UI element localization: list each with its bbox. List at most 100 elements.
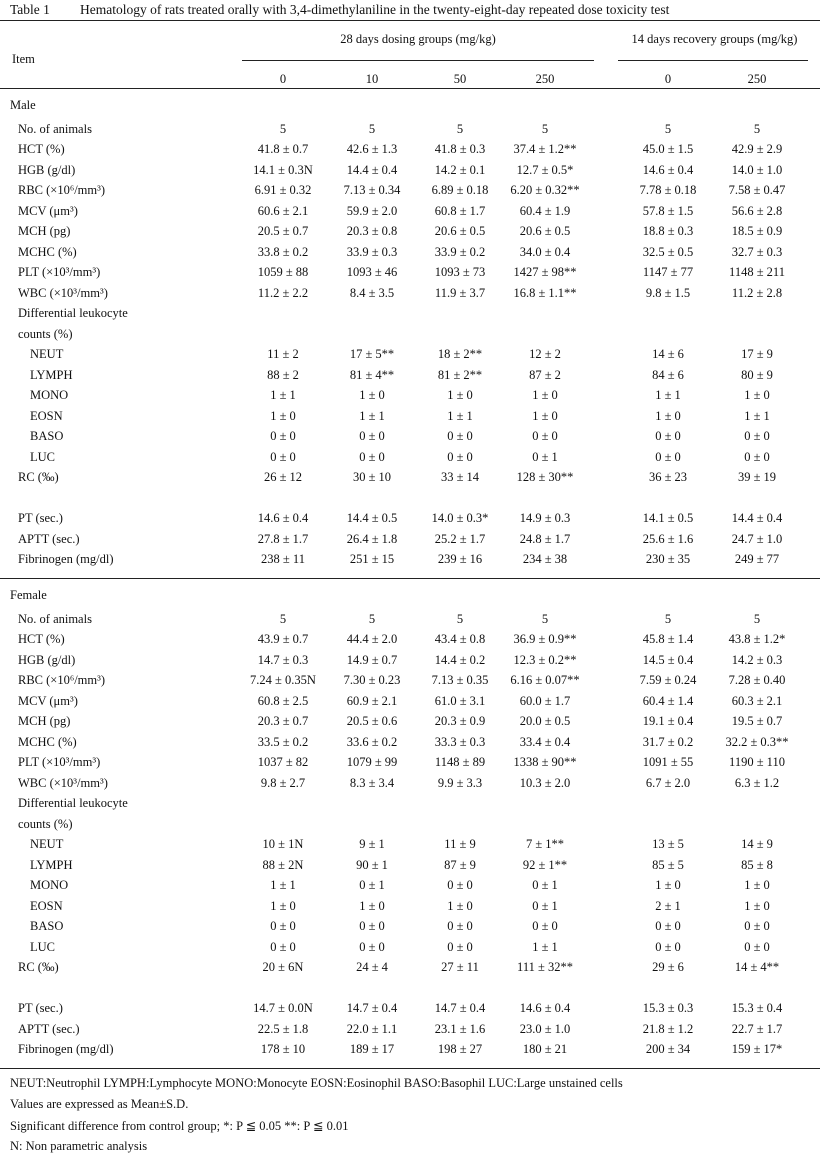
- row-label: NEUT: [30, 837, 64, 851]
- table-cell: 0 ± 0: [532, 919, 558, 933]
- footnote-nonparametric: N: Non parametric analysis: [10, 1139, 148, 1153]
- table-row: MCV (μm³) 60.8 ± 2.5 60.9 ± 2.1 61.0 ± 3.1 6…: [0, 691, 820, 711]
- table-row: No. of animals 5 5 5 5 5 5: [0, 609, 820, 629]
- table-cell: 59.9 ± 2.0: [346, 203, 398, 218]
- table-cell: 44.4 ± 2.0: [346, 632, 398, 646]
- table-cell: 11 ± 2: [267, 347, 299, 361]
- table-cell: 0 ± 1: [532, 449, 558, 464]
- table-cell: 249 ± 77: [734, 552, 780, 566]
- row-label: RC (‰): [18, 470, 59, 484]
- table-cell: 1093 ± 73: [434, 265, 486, 279]
- table-row: MCHC (%) 33.8 ± 0.2 33.9 ± 0.3 33.9 ± 0.2 34…: [0, 242, 820, 262]
- recovery-group-rule: [618, 60, 808, 61]
- table-cell: 31.7 ± 0.2: [642, 734, 694, 749]
- table-cell: 15.3 ± 0.4: [731, 1001, 783, 1015]
- table-cell: 230 ± 35: [645, 552, 691, 566]
- table-cell: 20.3 ± 0.9: [434, 714, 486, 728]
- table-cell: 20.3 ± 0.7: [257, 714, 309, 728]
- table-cell: 85 ± 5: [652, 857, 684, 872]
- table-row: counts (%): [0, 814, 820, 834]
- table-cell: 61.0 ± 3.1: [434, 693, 486, 708]
- table-cell: 189 ± 17: [349, 1042, 395, 1056]
- table-cell: 14.2 ± 0.1: [434, 162, 486, 177]
- table-bottom-rule: [0, 1068, 820, 1069]
- table-cell: 1 ± 0: [744, 388, 770, 402]
- table-cell: 60.0 ± 1.7: [519, 693, 571, 708]
- table-cell: 33.9 ± 0.2: [434, 244, 486, 259]
- table-cell: 12.7 ± 0.5*: [516, 162, 574, 177]
- table-number: Table 1: [10, 2, 50, 17]
- table-cell: 20.3 ± 0.8: [346, 224, 398, 238]
- table-cell: 1 ± 0: [744, 898, 770, 913]
- table-cell: 45.8 ± 1.4: [642, 632, 694, 646]
- row-label: MCHC (%): [18, 734, 77, 749]
- table-cell: 0 ± 0: [744, 919, 770, 933]
- table-cell: 14 ± 6: [652, 347, 684, 361]
- table-row: PT (sec.) 14.6 ± 0.4 14.4 ± 0.5 14.0 ± 0.3*…: [0, 508, 820, 528]
- row-label: MCV (μm³): [18, 693, 78, 708]
- table-row: RBC (×10⁶/mm³) 6.91 ± 0.32 7.13 ± 0.34 6.89…: [0, 180, 820, 200]
- table-cell: 22.7 ± 1.7: [731, 1021, 783, 1036]
- table-cell: 39 ± 19: [737, 470, 777, 484]
- table-cell: 33.3 ± 0.3: [434, 734, 486, 749]
- row-label: WBC (×10³/mm³): [18, 285, 108, 300]
- table-cell: 45.0 ± 1.5: [642, 142, 694, 156]
- table-cell: 14.6 ± 0.4: [519, 1001, 571, 1015]
- top-rule: [0, 20, 820, 21]
- table-cell: 1338 ± 90**: [513, 755, 577, 769]
- table-cell: 34.0 ± 0.4: [519, 244, 571, 259]
- table-cell: 14.7 ± 0.3: [257, 652, 309, 667]
- table-cell: 56.6 ± 2.8: [731, 203, 783, 218]
- table-cell: 36.9 ± 0.9**: [513, 632, 577, 646]
- table-cell: 90 ± 1: [356, 857, 388, 872]
- row-label: HGB (g/dl): [18, 162, 76, 177]
- table-cell: 20.6 ± 0.5: [434, 224, 486, 238]
- row-label: HCT (%): [18, 632, 65, 646]
- item-header: Item: [12, 52, 35, 66]
- table-cell: 15.3 ± 0.3: [642, 1001, 694, 1015]
- table-row: Fibrinogen (mg/dl) 238 ± 11 251 ± 15 239 ± …: [0, 549, 820, 569]
- table-cell: 5: [456, 611, 464, 626]
- table-cell: 14.1 ± 0.5: [642, 511, 694, 525]
- row-label: HGB (g/dl): [18, 652, 76, 667]
- table-cell: 5: [541, 611, 549, 626]
- table-cell: 41.8 ± 0.7: [257, 142, 309, 156]
- table-row: NEUT 11 ± 2 17 ± 5** 18 ± 2** 12 ± 2 14 ± 6 17…: [0, 344, 820, 364]
- row-label: MCH (pg): [18, 224, 71, 238]
- table-cell: 18 ± 2**: [437, 347, 483, 361]
- table-cell: 0 ± 0: [447, 878, 473, 892]
- table-title: Hematology of rats treated orally with 3…: [80, 2, 670, 17]
- table-cell: 251 ± 15: [349, 552, 395, 566]
- table-cell: 11.2 ± 2.8: [731, 285, 783, 300]
- table-cell: 1091 ± 55: [642, 755, 694, 769]
- table-cell: 24.7 ± 1.0: [731, 531, 783, 546]
- table-cell: 1 ± 0: [655, 878, 681, 892]
- table-row: MCV (μm³) 60.6 ± 2.1 59.9 ± 2.0 60.8 ± 1.7 6…: [0, 201, 820, 221]
- footnote-values: Values are expressed as Mean±S.D.: [10, 1097, 189, 1111]
- table-row: Fibrinogen (mg/dl) 178 ± 10 189 ± 17 198 ± …: [0, 1039, 820, 1059]
- table-cell: 33.5 ± 0.2: [257, 734, 309, 749]
- table-row: RC (‰) 20 ± 6N 24 ± 4 27 ± 11 111 ± 32** 29 ±…: [0, 957, 820, 977]
- table-cell: 18.8 ± 0.3: [642, 224, 694, 238]
- table-cell: 14 ± 4**: [734, 960, 780, 974]
- table-cell: 87 ± 9: [444, 857, 476, 872]
- table-cell: 81 ± 4**: [349, 367, 395, 382]
- row-label: LYMPH: [30, 857, 73, 872]
- table-cell: 1 ± 0: [270, 898, 296, 913]
- row-label: WBC (×10³/mm³): [18, 775, 108, 790]
- table-row: PLT (×10³/mm³) 1037 ± 82 1079 ± 99 1148 ± 8…: [0, 752, 820, 772]
- table-row: counts (%): [0, 324, 820, 344]
- table-row: HGB (g/dl) 14.1 ± 0.3N 14.4 ± 0.4 14.2 ± 0.…: [0, 160, 820, 180]
- table-cell: 85 ± 8: [741, 857, 773, 872]
- table-row: MONO 1 ± 1 1 ± 0 1 ± 0 1 ± 0 1 ± 1 1 ± 0: [0, 385, 820, 405]
- dosing-group-rule: [242, 60, 594, 61]
- row-label: PLT (×10³/mm³): [18, 755, 101, 769]
- table-cell: 5: [456, 121, 464, 136]
- table-row: APTT (sec.) 27.8 ± 1.7 26.4 ± 1.8 25.2 ± 1.…: [0, 529, 820, 549]
- table-cell: 24 ± 4: [356, 960, 388, 974]
- table-cell: 7 ± 1**: [525, 837, 565, 851]
- table-cell: 14.2 ± 0.3: [731, 652, 783, 667]
- row-label: MCHC (%): [18, 244, 77, 259]
- table-row: No. of animals 5 5 5 5 5 5: [0, 119, 820, 139]
- table-cell: 43.9 ± 0.7: [257, 632, 309, 646]
